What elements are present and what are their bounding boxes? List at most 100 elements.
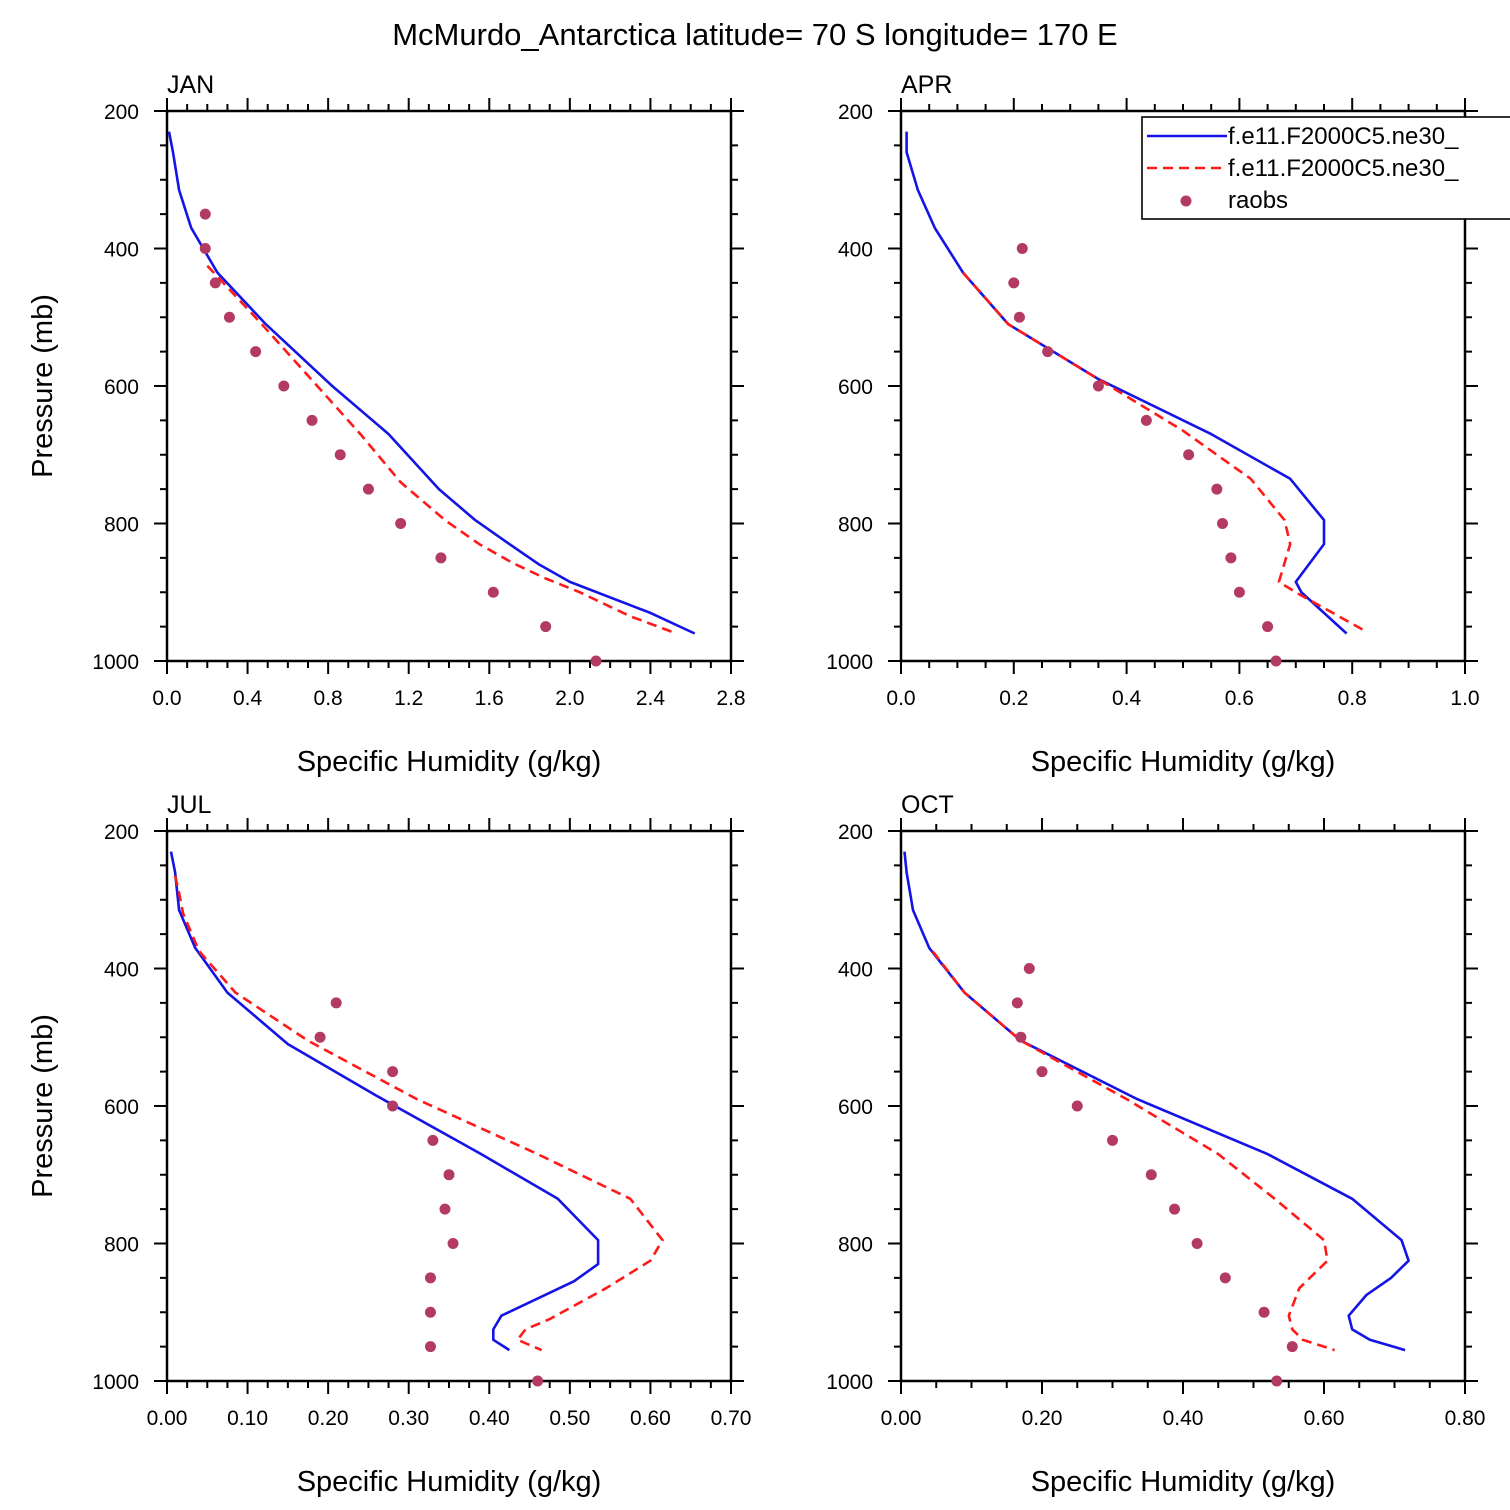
y-tick-label: 600	[838, 376, 873, 399]
y-tick-label: 1000	[826, 651, 873, 674]
raobs-point	[1191, 1238, 1203, 1249]
raobs-point	[1145, 1169, 1157, 1181]
legend: f.e11.F2000C5.ne30_ f.e11.F2000C5.ne30_ra…	[1141, 116, 1510, 220]
x-tick-label: 0.60	[630, 1407, 671, 1430]
raobs-point	[1016, 243, 1028, 254]
raobs-point	[1169, 1203, 1181, 1215]
panel-title: JAN	[167, 71, 214, 99]
raobs-point	[250, 346, 262, 358]
x-tick-label: 1.0	[1450, 687, 1479, 710]
x-tick-label: 2.4	[636, 687, 666, 710]
y-tick-label: 1000	[92, 651, 139, 674]
x-tick-label: 0.00	[881, 1407, 922, 1430]
x-tick-label: 0.0	[152, 687, 181, 710]
panel-title: APR	[901, 71, 952, 99]
y-tick-label: 800	[838, 1234, 873, 1257]
plot-frame	[899, 829, 1467, 1383]
raobs-point	[1183, 449, 1195, 461]
raobs-point	[424, 1341, 436, 1353]
raobs-point	[1011, 997, 1023, 1009]
x-tick-label: 0.60	[1304, 1407, 1345, 1430]
x-tick-label: 0.70	[711, 1407, 752, 1430]
x-tick-label: 0.20	[308, 1407, 349, 1430]
x-tick-label: 0.6	[1225, 687, 1254, 710]
y-axis-label: Pressure (mb)	[27, 294, 59, 478]
panel-title: OCT	[901, 791, 954, 819]
raobs-point	[1233, 586, 1245, 598]
raobs-point	[1225, 552, 1237, 564]
model-dashed-line	[206, 264, 678, 635]
raobs-point	[395, 518, 407, 529]
x-tick-label: 1.2	[394, 687, 423, 710]
x-tick-label: 0.80	[1445, 1407, 1486, 1430]
raobs-point	[387, 1100, 399, 1112]
model-dashed-line	[173, 875, 664, 1352]
model-dashed-line	[962, 271, 1365, 632]
x-tick-label: 2.0	[555, 687, 584, 710]
raobs-point	[1258, 1306, 1270, 1318]
y-tick-label: 800	[104, 1234, 139, 1257]
raobs-point	[1262, 621, 1274, 633]
x-axis-label: Specific Humidity (g/kg)	[1031, 746, 1336, 778]
raobs-point	[1270, 655, 1282, 667]
panel-oct: OCT 0.00 0.20 0.40 0.60 0.80 200 400 600 800 1000 S…	[826, 791, 1485, 1498]
panel-title: JUL	[167, 791, 212, 819]
raobs-point	[443, 1169, 455, 1181]
raobs-point	[1286, 1341, 1298, 1353]
x-tick-label: 0.8	[314, 687, 343, 710]
y-tick-label: 1000	[92, 1371, 139, 1394]
y-tick-label: 800	[838, 514, 873, 537]
raobs-point	[209, 277, 221, 289]
raobs-point	[1042, 346, 1054, 358]
raobs-point	[330, 997, 342, 1009]
x-tick-label: 0.40	[1163, 1407, 1204, 1430]
y-tick-label: 200	[104, 821, 139, 844]
raobs-point	[540, 621, 552, 633]
model-dashed-line	[931, 950, 1336, 1352]
raobs-point	[1015, 1031, 1027, 1043]
raobs-point	[1216, 518, 1228, 529]
raobs-point	[1023, 963, 1035, 974]
plot-frame	[165, 829, 733, 1383]
x-tick-label: 0.30	[388, 1407, 429, 1430]
raobs-point	[1140, 414, 1152, 426]
model-solid-line	[167, 131, 696, 635]
x-axis-label: Specific Humidity (g/kg)	[1031, 1466, 1336, 1498]
raobs-point	[1271, 1375, 1283, 1387]
raobs-point	[1107, 1134, 1118, 1146]
x-axis-label: Specific Humidity (g/kg)	[297, 1466, 602, 1498]
x-tick-label: 0.0	[886, 687, 915, 710]
raobs-point	[439, 1203, 451, 1215]
legend-swatch-dot	[1180, 195, 1192, 207]
raobs-point	[427, 1134, 439, 1146]
x-tick-label: 0.20	[1022, 1407, 1063, 1430]
legend-label: f.e11.F2000C5.ne30_	[1228, 123, 1459, 150]
raobs-point	[1036, 1066, 1048, 1078]
raobs-point	[487, 586, 499, 598]
x-tick-label: 0.50	[549, 1407, 590, 1430]
y-tick-label: 400	[838, 239, 873, 262]
x-axis-label: Specific Humidity (g/kg)	[297, 746, 602, 778]
raobs-point	[1092, 380, 1104, 392]
legend-label: raobs	[1228, 187, 1288, 214]
model-solid-line	[905, 131, 1348, 635]
raobs-point	[424, 1272, 436, 1284]
x-tick-label: 0.4	[1112, 687, 1142, 710]
y-tick-label: 1000	[826, 1371, 873, 1394]
x-tick-label: 1.6	[475, 687, 504, 710]
x-tick-label: 0.00	[147, 1407, 188, 1430]
raobs-point	[1071, 1100, 1083, 1112]
raobs-point	[387, 1066, 399, 1078]
raobs-point	[278, 380, 290, 392]
x-tick-label: 0.10	[227, 1407, 268, 1430]
y-tick-label: 200	[104, 101, 139, 124]
y-tick-label: 600	[104, 1096, 139, 1119]
y-tick-label: 200	[838, 821, 873, 844]
y-tick-label: 400	[104, 239, 139, 262]
legend-label: f.e11.F2000C5.ne30_	[1228, 155, 1459, 182]
raobs-point	[447, 1238, 459, 1249]
panel-apr: APR 0.0 0.2 0.4 0.6 0.8 1.0 200 400 600 800 1000 Spe…	[826, 71, 1479, 778]
y-tick-label: 600	[104, 376, 139, 399]
model-solid-line	[903, 851, 1410, 1352]
